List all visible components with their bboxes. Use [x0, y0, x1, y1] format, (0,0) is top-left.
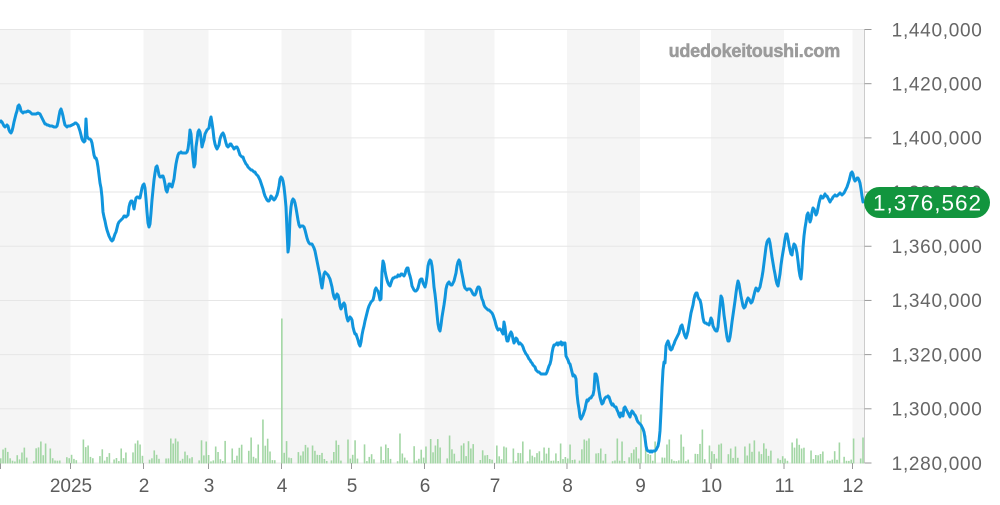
svg-text:1,420,000: 1,420,000: [892, 75, 983, 96]
svg-text:5: 5: [347, 476, 358, 497]
svg-text:6: 6: [420, 476, 431, 497]
svg-text:1,280,000: 1,280,000: [892, 454, 983, 475]
svg-text:3: 3: [204, 476, 215, 497]
svg-text:1,440,000: 1,440,000: [892, 20, 983, 41]
svg-text:9: 9: [635, 476, 646, 497]
svg-text:4: 4: [277, 476, 288, 497]
svg-text:7: 7: [490, 476, 501, 497]
svg-text:11: 11: [775, 476, 795, 497]
svg-text:1,376,562: 1,376,562: [873, 191, 982, 216]
svg-text:1,360,000: 1,360,000: [892, 237, 983, 258]
svg-text:udedokeitoushi.com: udedokeitoushi.com: [669, 41, 840, 61]
svg-text:12: 12: [842, 476, 863, 497]
svg-text:1,300,000: 1,300,000: [892, 400, 983, 421]
svg-text:10: 10: [701, 476, 722, 497]
svg-text:8: 8: [562, 476, 573, 497]
svg-text:2025: 2025: [50, 476, 92, 497]
svg-text:1,400,000: 1,400,000: [892, 129, 983, 150]
svg-text:1,340,000: 1,340,000: [892, 291, 983, 312]
svg-text:2: 2: [139, 476, 150, 497]
svg-text:1,320,000: 1,320,000: [892, 345, 983, 366]
